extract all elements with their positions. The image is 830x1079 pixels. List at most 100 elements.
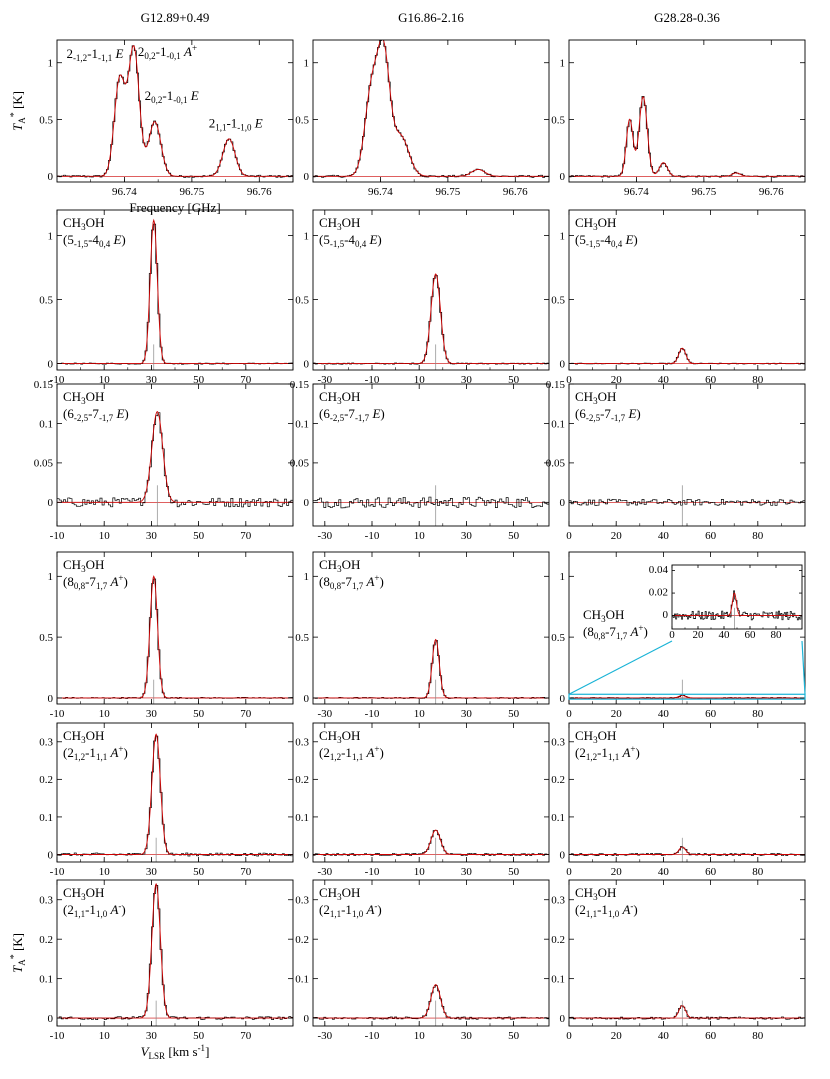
x-tick-label: 70 <box>240 708 252 720</box>
y-tick-label: 0 <box>304 849 310 861</box>
y-tick-label: 0.1 <box>551 418 565 430</box>
y-tick-label: 0.1 <box>295 973 309 985</box>
x-tick-label: 60 <box>705 530 717 542</box>
x-tick-label: 0 <box>566 1030 572 1042</box>
zoom-link-line <box>568 640 673 695</box>
x-tick-label: 60 <box>705 866 717 878</box>
transition-annotation: CH3OH(21,1-11,0 A-) <box>63 885 126 919</box>
panel-frame <box>312 722 550 863</box>
molecule-label: CH3OH <box>63 215 104 232</box>
panel-r4c2: 0 20 40 60 80 0 0.1 0.2 0.3 CH3OH(21,2-11,1 A+) <box>551 722 806 878</box>
y-tick-label: 0 <box>304 171 310 183</box>
y-tick-label: 0.5 <box>39 294 53 306</box>
x-tick-label: 70 <box>240 374 252 386</box>
x-tick-label: 30 <box>461 1030 473 1042</box>
observed-spectrum <box>313 275 549 365</box>
fit-curve <box>57 45 293 177</box>
y-tick-label: 1 <box>560 571 566 583</box>
x-tick-label: 96.74 <box>112 186 137 198</box>
fit-curve <box>569 1005 805 1019</box>
y-tick-label: 0.1 <box>39 812 53 824</box>
x-tick-label: 96.74 <box>624 186 649 198</box>
panel-r5c2: 0 20 40 60 80 0 0.1 0.2 0.3 CH3OH(21,1-11,0 A-) <box>551 879 806 1042</box>
y-tick-label: 0.1 <box>295 418 309 430</box>
y-tick-label: 0 <box>560 171 566 183</box>
y-tick-label: 0 <box>48 1013 54 1025</box>
panel-r2c0: -10 10 30 50 70 0 0.05 0.1 0.15 CH3OH(6-2,5-7-1,7… <box>34 379 294 542</box>
y-tick-label: 0 <box>48 358 54 370</box>
x-tick-label: -30 <box>317 866 332 878</box>
x-tick-label: 50 <box>508 866 520 878</box>
fit-curve <box>313 829 549 855</box>
y-tick-label: 0.5 <box>39 114 53 126</box>
panel-frame <box>312 879 550 1027</box>
x-tick-label: 50 <box>508 530 520 542</box>
transition-label: (5-1,5-40,4 E) <box>319 232 382 249</box>
x-tick-label: 10 <box>414 708 426 720</box>
x-tick-label: 10 <box>414 1030 426 1042</box>
x-axis-title-frequency: Frequency [GHz] <box>129 200 220 215</box>
y-tick-label: 1 <box>48 230 54 242</box>
x-tick-label: 10 <box>414 866 426 878</box>
x-tick-label: 10 <box>99 1030 111 1042</box>
y-tick-label: 0.5 <box>295 632 309 644</box>
x-tick-label: 20 <box>611 530 623 542</box>
y-tick-label: 0 <box>48 171 54 183</box>
column-title: G16.86-2.16 <box>398 10 464 25</box>
observed-spectrum <box>313 496 549 509</box>
fit-curve <box>569 846 805 855</box>
transition-label: (21,1-11,0 A-) <box>319 901 382 919</box>
panel-r4c1: -30 -10 10 30 50 0 0.1 0.2 0.3 CH3OH(21,2-11,1 A+… <box>295 722 550 878</box>
molecule-label: CH3OH <box>575 215 616 232</box>
x-tick-label: 60 <box>705 1030 717 1042</box>
x-tick-label: -10 <box>50 1030 65 1042</box>
x-tick-label: -10 <box>365 374 380 386</box>
x-tick-label: -10 <box>365 530 380 542</box>
y-tick-label: 0 <box>663 609 669 621</box>
y-tick-label: 0.2 <box>551 774 565 786</box>
molecule-label: CH3OH <box>63 728 104 745</box>
y-tick-label: 0.05 <box>546 458 566 470</box>
x-tick-label: 20 <box>611 374 623 386</box>
panel-r1c0: -10 10 30 50 70 0 0.5 1 CH3OH(5-1,5-40,4 E) <box>39 209 294 386</box>
fit-curve <box>569 695 805 699</box>
x-tick-label: -30 <box>317 1030 332 1042</box>
observed-spectrum <box>313 830 549 856</box>
fit-curve <box>57 575 293 699</box>
panel-frame <box>56 39 294 183</box>
panel-frame <box>568 39 806 183</box>
transition-annotation: CH3OH(5-1,5-40,4 E) <box>63 215 126 249</box>
x-tick-label: 20 <box>611 866 623 878</box>
observed-spectrum <box>569 498 805 506</box>
x-tick-label: 0 <box>566 708 572 720</box>
molecule-label: CH3OH <box>319 728 360 745</box>
y-tick-label: 0.3 <box>295 895 309 907</box>
x-tick-label: 20 <box>611 708 623 720</box>
panel-frame <box>312 39 550 183</box>
molecule-label: CH3OH <box>63 389 104 406</box>
y-tick-label: 0.5 <box>551 294 565 306</box>
x-tick-label: 40 <box>658 708 670 720</box>
x-tick-label: 60 <box>705 374 717 386</box>
observed-spectrum <box>57 45 293 178</box>
x-tick-label: 60 <box>705 708 717 720</box>
molecule-label: CH3OH <box>319 885 360 902</box>
y-tick-label: 0 <box>560 849 566 861</box>
x-tick-label: 70 <box>240 866 252 878</box>
y-tick-label: 0.2 <box>39 934 53 946</box>
x-tick-label: -10 <box>365 1030 380 1042</box>
x-tick-label: -10 <box>365 866 380 878</box>
transition-annotation: CH3OH(21,2-11,1 A+) <box>575 728 640 762</box>
y-tick-label: 0.1 <box>295 812 309 824</box>
y-tick-label: 1 <box>304 230 310 242</box>
y-tick-label: 0.05 <box>290 458 310 470</box>
panel-frame <box>568 722 806 863</box>
transition-annotation: CH3OH(6-2,5-7-1,7 E) <box>319 389 385 423</box>
x-tick-label: 30 <box>146 866 158 878</box>
zoom-link-line <box>801 640 806 695</box>
y-tick-label: 1 <box>560 230 566 242</box>
x-tick-label: 0 <box>566 530 572 542</box>
y-axis-title: TA* [K] <box>9 933 27 973</box>
column-title: G12.89+0.49 <box>141 10 210 25</box>
x-tick-label: 40 <box>658 1030 670 1042</box>
